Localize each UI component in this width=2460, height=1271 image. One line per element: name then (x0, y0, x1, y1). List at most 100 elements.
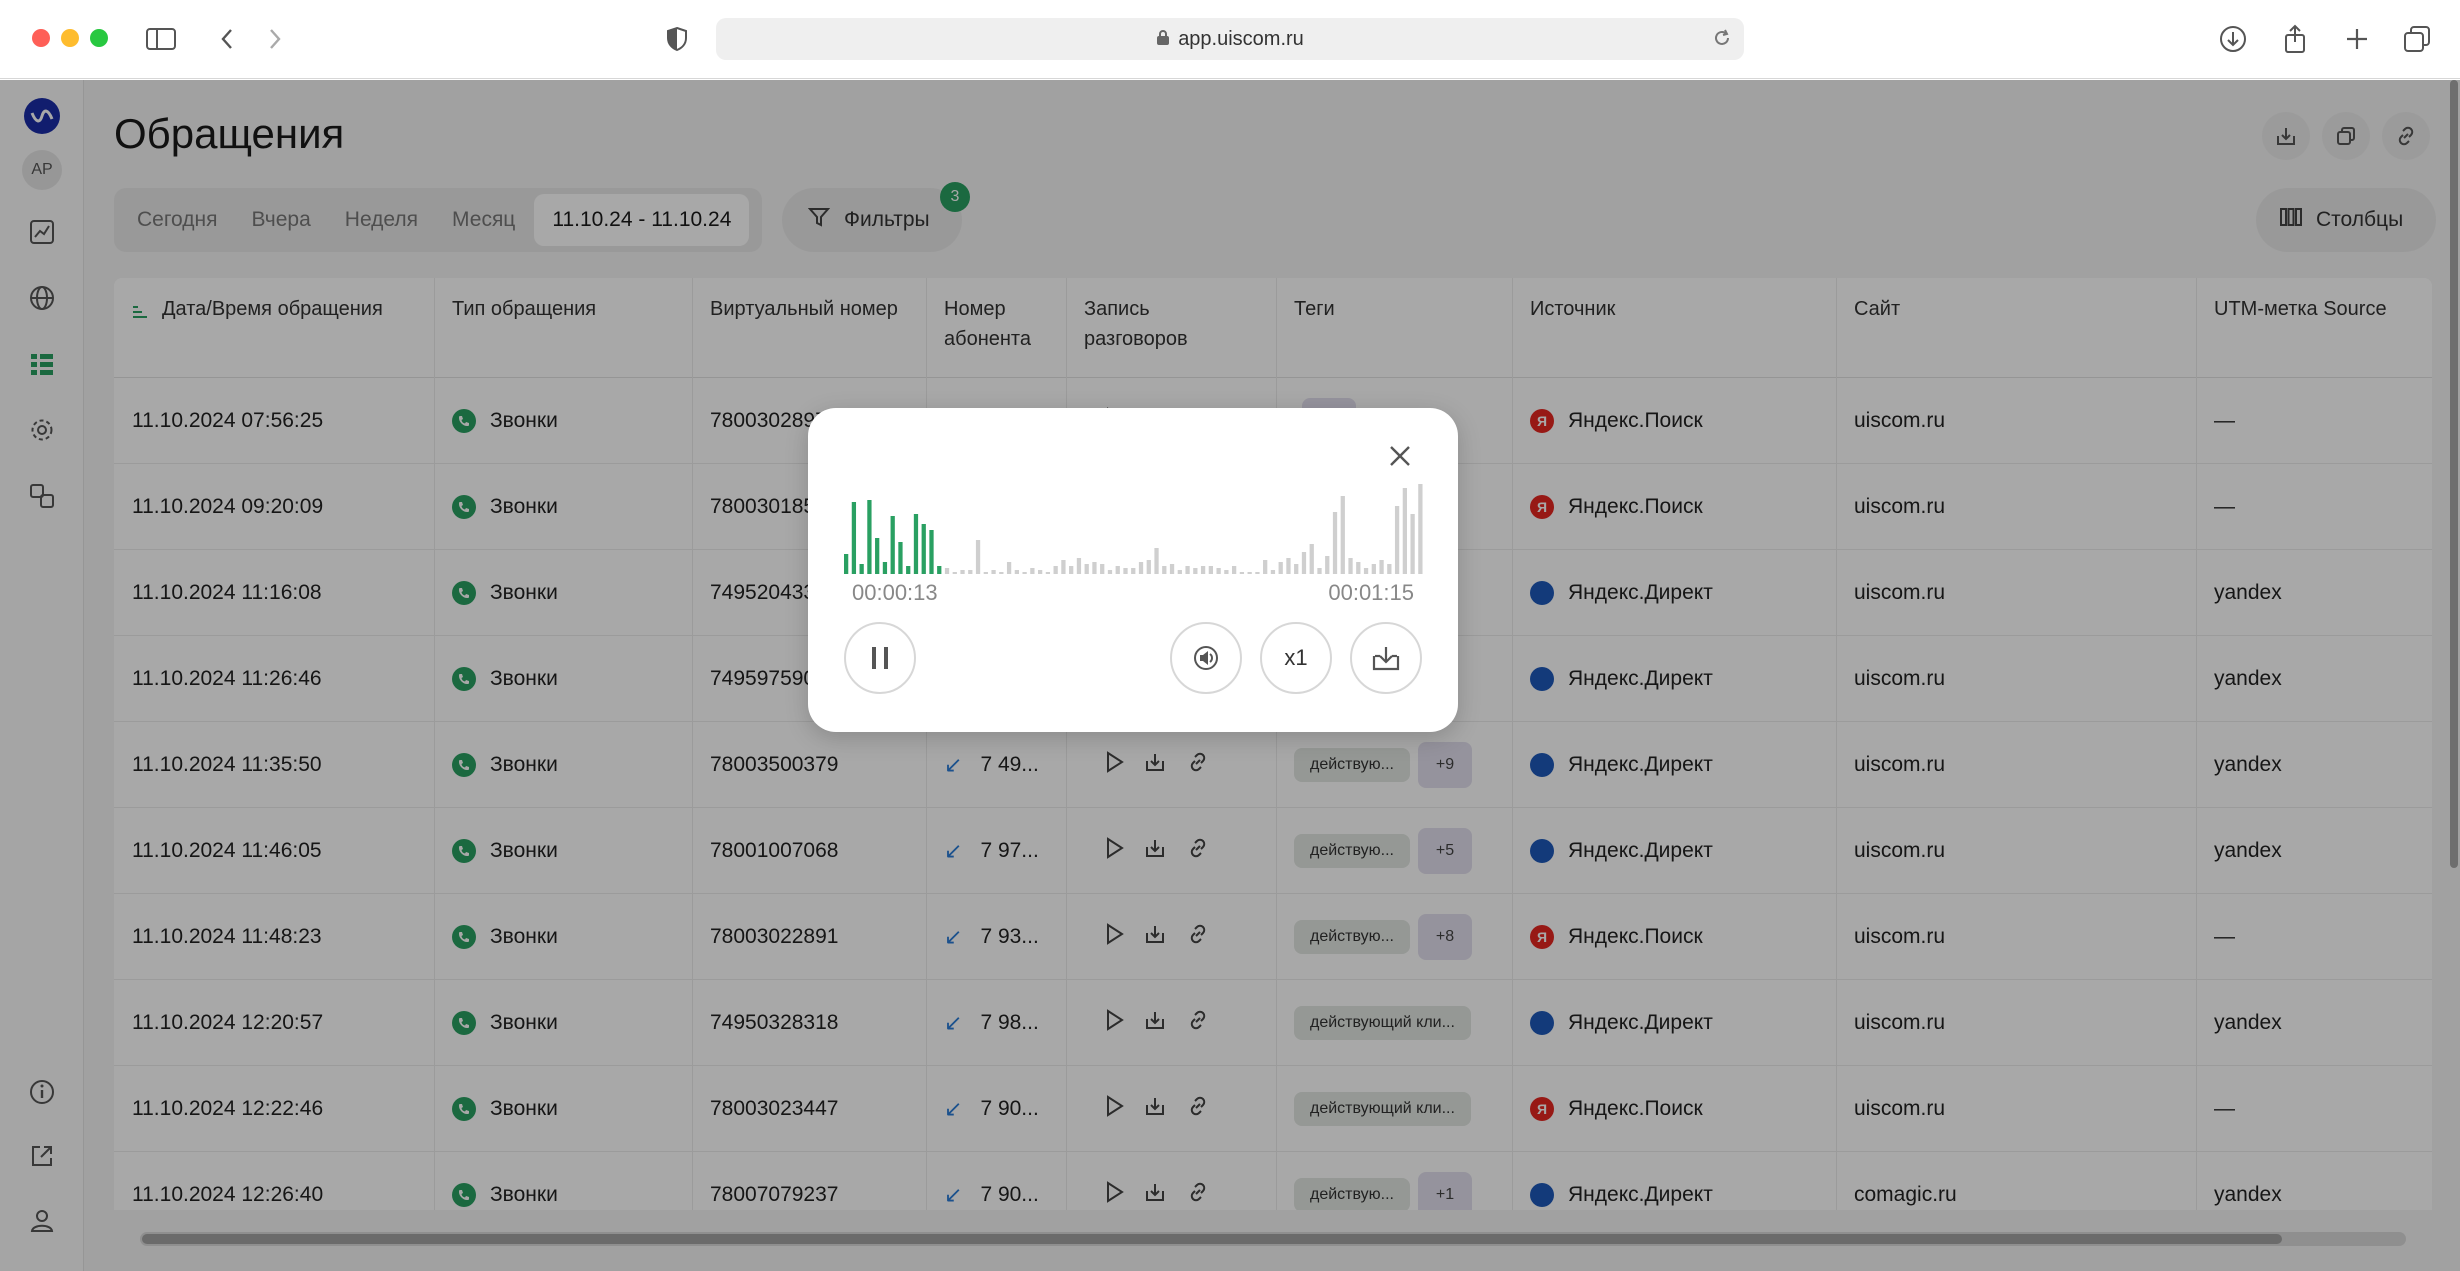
new-tab-icon[interactable] (2342, 24, 2372, 54)
tag-more-chip[interactable]: +5 (1417, 827, 1472, 874)
analytics-icon[interactable] (26, 216, 58, 248)
download-icon[interactable] (2218, 24, 2248, 54)
column-header-utm-source[interactable]: UTM-метка Source (2214, 298, 2387, 320)
avatar[interactable]: АР (22, 150, 62, 190)
waveform-bar (1014, 570, 1019, 574)
waveform-bar (1193, 568, 1198, 574)
play-icon[interactable] (1104, 1094, 1124, 1123)
download-icon[interactable] (1144, 1181, 1166, 1209)
maximize-window-button[interactable] (90, 29, 108, 47)
link-icon[interactable] (1186, 1008, 1210, 1038)
columns-button[interactable]: Столбцы (2256, 188, 2436, 252)
play-icon[interactable] (1104, 1008, 1124, 1037)
download-icon[interactable] (1144, 751, 1166, 779)
horizontal-scrollbar-thumb[interactable] (142, 1234, 2282, 1244)
copy-button[interactable] (2322, 112, 2370, 160)
play-icon[interactable] (1104, 750, 1124, 779)
column-header-datetime[interactable]: Дата/Время обращения (114, 294, 434, 330)
close-window-button[interactable] (32, 29, 50, 47)
export-button[interactable] (2262, 112, 2310, 160)
tag-chip[interactable]: действую... (1294, 833, 1410, 868)
pause-button[interactable] (844, 622, 916, 694)
cell-datetime: 11.10.2024 12:22:46 (132, 1096, 324, 1120)
sidebar-toggle-icon[interactable] (146, 24, 176, 54)
download-icon[interactable] (1144, 1095, 1166, 1123)
tag-chip[interactable]: действующий кли... (1294, 1091, 1471, 1126)
waveform-bar (1363, 568, 1369, 574)
column-header-site[interactable]: Сайт (1854, 298, 1901, 320)
incoming-arrow-icon: ↙ (944, 923, 963, 949)
link-icon[interactable] (1186, 1180, 1210, 1210)
link-icon[interactable] (1186, 750, 1210, 780)
share-icon[interactable] (2280, 24, 2310, 54)
period-custom-range[interactable]: 11.10.24 - 11.10.24 (534, 194, 750, 246)
tag-chip[interactable]: действующий кли... (1294, 1005, 1471, 1040)
column-header-subscriber[interactable]: Номер абонента (944, 298, 1031, 350)
download-icon[interactable] (1144, 923, 1166, 951)
forward-icon[interactable] (260, 24, 290, 54)
tabs-overview-icon[interactable] (2402, 24, 2432, 54)
incoming-arrow-icon: ↙ (944, 837, 963, 863)
external-link-icon[interactable] (26, 1140, 58, 1172)
close-icon[interactable] (1382, 438, 1418, 474)
download-icon[interactable] (1144, 837, 1166, 865)
column-header-type[interactable]: Тип обращения (452, 298, 597, 320)
waveform-bar (1340, 496, 1345, 574)
tag-chip[interactable]: действую... (1294, 747, 1410, 782)
back-icon[interactable] (212, 24, 242, 54)
globe-icon[interactable] (26, 282, 58, 314)
period-today[interactable]: Сегодня (137, 208, 218, 231)
filters-button[interactable]: Фильтры (782, 188, 962, 252)
tag-more-chip[interactable]: +8 (1417, 913, 1472, 960)
period-month[interactable]: Месяц (452, 208, 516, 231)
link-icon[interactable] (1186, 922, 1210, 952)
table-row[interactable]: 11.10.2024 12:26:40 Звонки 78007079237 ↙… (114, 1152, 2432, 1210)
waveform[interactable] (844, 468, 1426, 574)
horizontal-scrollbar[interactable] (140, 1232, 2406, 1246)
period-yesterday[interactable]: Вчера (251, 208, 311, 231)
address-bar[interactable]: app.uiscom.ru (716, 18, 1744, 60)
gear-icon[interactable] (26, 414, 58, 446)
integrations-icon[interactable] (26, 480, 58, 512)
cell-type-label: Звонки (490, 838, 558, 862)
link-icon[interactable] (1186, 1094, 1210, 1124)
waveform-bar (944, 568, 950, 574)
play-icon[interactable] (1104, 836, 1124, 865)
tag-chip[interactable]: действую... (1294, 1177, 1410, 1210)
column-header-recording[interactable]: Запись разговоров (1084, 298, 1188, 350)
table-row[interactable]: 11.10.2024 11:35:50 Звонки 78003500379 ↙… (114, 722, 2432, 808)
cell-virtual-number: 78007079237 (710, 1182, 839, 1206)
info-icon[interactable] (26, 1076, 58, 1108)
tag-chip[interactable]: действую... (1294, 919, 1410, 954)
table-row[interactable]: 11.10.2024 11:48:23 Звонки 78003022891 ↙… (114, 894, 2432, 980)
column-header-source[interactable]: Источник (1530, 298, 1616, 320)
column-header-tags[interactable]: Теги (1294, 298, 1335, 320)
table-row[interactable]: 11.10.2024 12:20:57 Звонки 74950328318 ↙… (114, 980, 2432, 1066)
list-icon[interactable] (26, 348, 58, 380)
volume-button[interactable] (1170, 622, 1242, 694)
user-icon[interactable] (26, 1204, 58, 1236)
cell-source: Яндекс.Директ (1512, 980, 1836, 1065)
logo-icon[interactable] (24, 98, 60, 134)
play-icon[interactable] (1104, 922, 1124, 951)
table-row[interactable]: 11.10.2024 12:22:46 Звонки 78003023447 ↙… (114, 1066, 2432, 1152)
link-button[interactable] (2382, 112, 2430, 160)
speed-button[interactable]: x1 (1260, 622, 1332, 694)
period-week[interactable]: Неделя (344, 208, 419, 231)
tag-more-chip[interactable]: +9 (1417, 741, 1472, 788)
minimize-window-button[interactable] (61, 29, 79, 47)
play-icon[interactable] (1104, 1180, 1124, 1209)
link-icon[interactable] (1186, 836, 1210, 866)
reload-icon[interactable] (1712, 27, 1732, 55)
source-icon: Я (1530, 494, 1554, 519)
vertical-scrollbar[interactable] (2450, 80, 2458, 868)
tag-more-chip[interactable]: +1 (1417, 1171, 1472, 1210)
download-recording-button[interactable] (1350, 622, 1422, 694)
download-icon[interactable] (1144, 1009, 1166, 1037)
shield-icon[interactable] (662, 24, 692, 54)
table-row[interactable]: 11.10.2024 11:46:05 Звонки 78001007068 ↙… (114, 808, 2432, 894)
cell-type-label: Звонки (490, 666, 558, 690)
cell-type: Звонки (434, 636, 692, 721)
column-header-virtual-number[interactable]: Виртуальный номер (710, 298, 898, 320)
source-icon (1530, 666, 1554, 691)
